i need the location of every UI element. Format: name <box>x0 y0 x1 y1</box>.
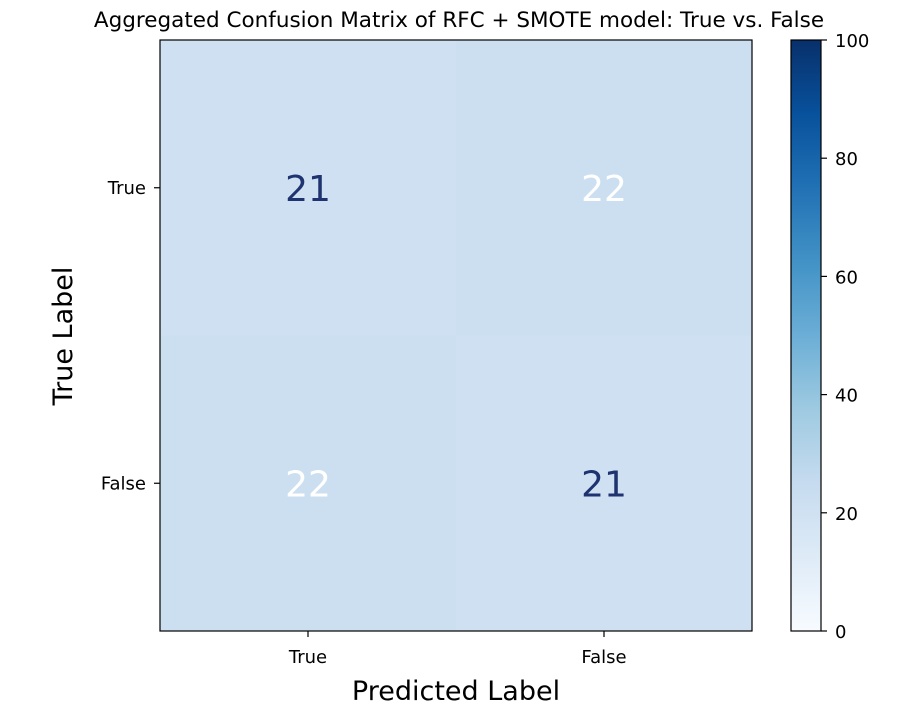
cell-value-label: 22 <box>285 464 331 505</box>
cell-value-labels: 21 22 22 21 <box>285 169 627 506</box>
colorbar-tick-label: 80 <box>835 149 858 170</box>
y-tick-label: True <box>107 178 146 199</box>
colorbar-tick-label: 0 <box>835 622 846 643</box>
cell-value-label: 21 <box>581 464 627 505</box>
cell-value-label: 21 <box>285 169 331 210</box>
heatmap-cell <box>456 335 752 631</box>
cell-value-label: 22 <box>581 169 627 210</box>
y-axis-label: True Label <box>48 267 79 407</box>
colorbar-tick-label: 100 <box>835 31 869 52</box>
heatmap-cell <box>456 40 752 336</box>
x-tick-label: False <box>581 647 626 668</box>
colorbar-tick-label: 40 <box>835 386 858 407</box>
x-axis-label: Predicted Label <box>352 676 560 705</box>
colorbar-tick-label: 20 <box>835 504 858 525</box>
chart-title: Aggregated Confusion Matrix of RFC + SMO… <box>94 8 824 33</box>
colorbar-ticks: 0 20 40 60 80 100 <box>821 31 869 643</box>
x-axis-ticks: True False <box>288 631 627 668</box>
plot-frame <box>159 39 753 632</box>
y-tick-label: False <box>101 473 146 494</box>
colorbar-tick-label: 60 <box>835 267 858 288</box>
x-tick-label: True <box>288 647 327 668</box>
heatmap-cell <box>160 40 456 336</box>
heatmap-cell <box>160 335 456 631</box>
y-axis-ticks: True False <box>101 178 160 494</box>
colorbar <box>790 39 822 632</box>
heatmap-cells <box>160 40 752 631</box>
